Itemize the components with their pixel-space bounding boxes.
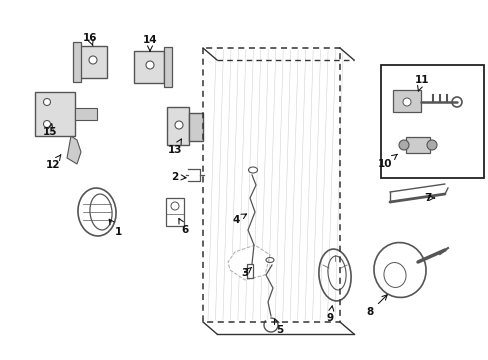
Text: 4: 4 xyxy=(232,214,246,225)
Text: 16: 16 xyxy=(82,33,97,46)
Bar xyxy=(165,198,183,226)
Bar xyxy=(77,46,107,78)
Text: 6: 6 xyxy=(179,219,188,235)
Ellipse shape xyxy=(175,121,183,129)
Bar xyxy=(167,107,189,145)
Bar xyxy=(134,51,163,83)
Text: 13: 13 xyxy=(167,139,182,155)
Text: 7: 7 xyxy=(424,193,434,203)
Text: 1: 1 xyxy=(109,219,122,237)
Bar xyxy=(405,137,429,153)
Polygon shape xyxy=(227,245,269,280)
Polygon shape xyxy=(67,136,81,164)
Bar xyxy=(392,90,420,112)
Text: 5: 5 xyxy=(274,319,283,335)
Ellipse shape xyxy=(426,140,436,150)
Text: 14: 14 xyxy=(142,35,157,51)
Ellipse shape xyxy=(398,140,408,150)
Text: 11: 11 xyxy=(414,75,428,91)
Bar xyxy=(35,92,75,136)
Ellipse shape xyxy=(43,121,50,127)
Text: 10: 10 xyxy=(377,154,396,169)
Bar xyxy=(73,42,81,82)
Text: 3: 3 xyxy=(241,267,251,278)
Bar xyxy=(163,47,172,87)
Bar xyxy=(75,108,97,120)
Bar xyxy=(189,113,203,141)
Ellipse shape xyxy=(402,98,410,106)
Ellipse shape xyxy=(43,99,50,105)
Text: 8: 8 xyxy=(366,295,386,317)
Text: 2: 2 xyxy=(171,172,186,182)
Ellipse shape xyxy=(89,56,97,64)
Text: 12: 12 xyxy=(46,155,61,170)
Text: 9: 9 xyxy=(326,306,333,323)
Ellipse shape xyxy=(146,61,154,69)
Bar xyxy=(380,65,483,178)
Text: 15: 15 xyxy=(42,124,57,137)
